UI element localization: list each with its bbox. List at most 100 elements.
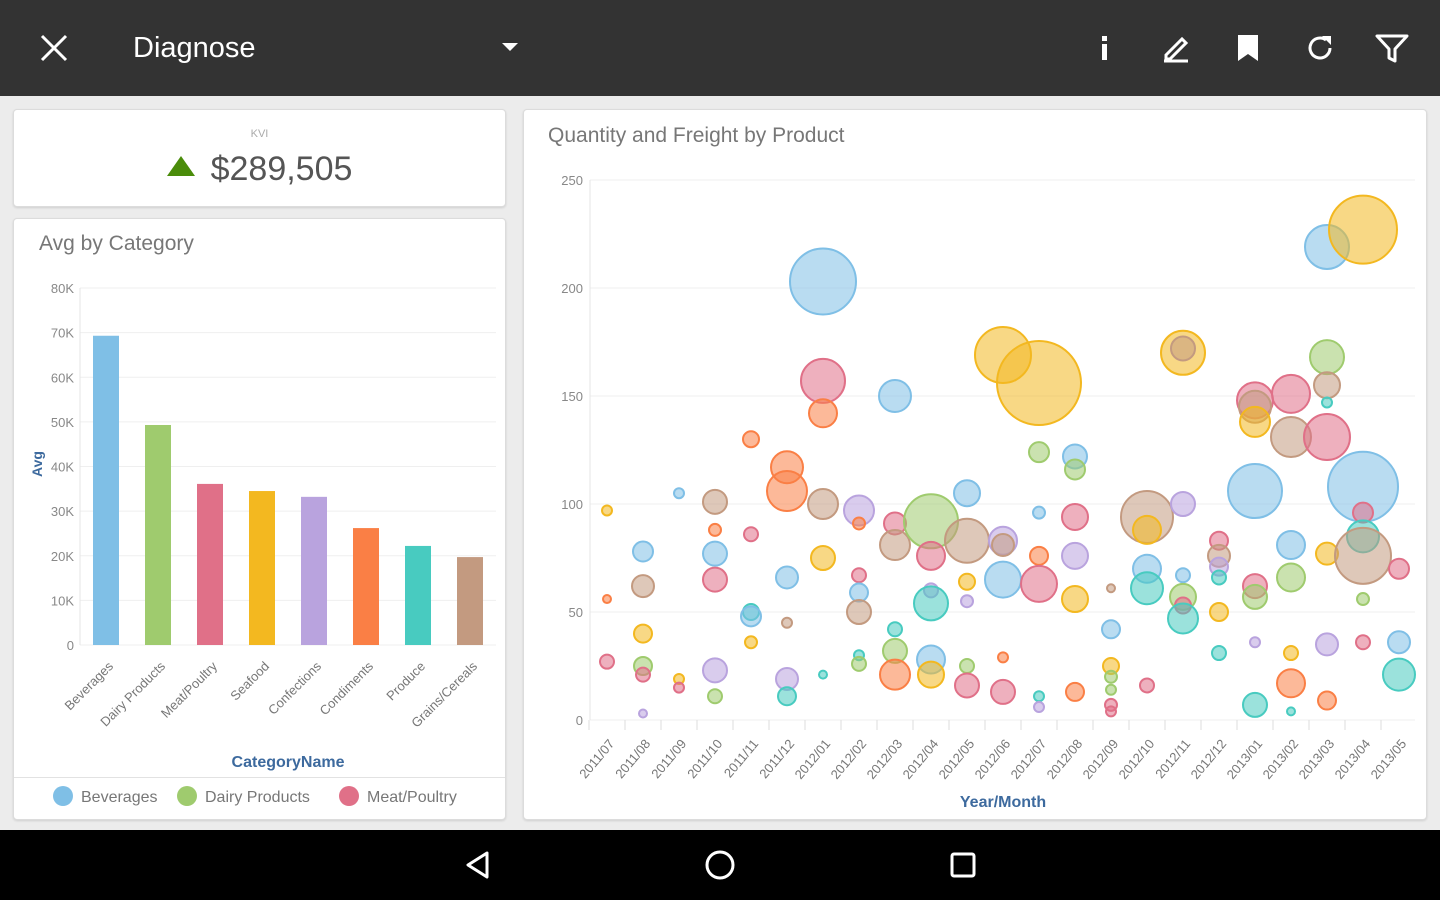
bubble-point[interactable] <box>631 574 655 599</box>
bubble-point[interactable] <box>702 488 728 515</box>
bubble-point[interactable] <box>1105 705 1117 718</box>
bubble-point[interactable] <box>808 398 838 429</box>
bubble-point[interactable] <box>1355 634 1371 651</box>
bar-seafood[interactable] <box>249 491 275 645</box>
bubble-point[interactable] <box>1313 371 1341 400</box>
bubble-point[interactable] <box>879 529 911 562</box>
bubble-point[interactable] <box>1211 569 1227 586</box>
bubble-point[interactable] <box>599 653 615 670</box>
bubble-point[interactable] <box>777 686 797 707</box>
bubble-point[interactable] <box>1227 463 1283 520</box>
bubble-point[interactable] <box>1286 706 1296 717</box>
bubble-point[interactable] <box>1328 194 1398 265</box>
bar-dairy-products[interactable] <box>145 424 171 645</box>
bubble-point[interactable] <box>775 565 799 590</box>
bar-condiments[interactable] <box>353 528 379 645</box>
bubble-point[interactable] <box>702 540 728 567</box>
bubble-point[interactable] <box>1132 514 1162 545</box>
bubble-point[interactable] <box>953 479 981 508</box>
bubble-point[interactable] <box>1033 701 1045 714</box>
bubble-point[interactable] <box>1321 396 1333 409</box>
bubble-point[interactable] <box>807 488 839 520</box>
bubble-point[interactable] <box>638 708 648 719</box>
bubble-point[interactable] <box>1061 585 1089 614</box>
bubble-point[interactable] <box>1101 619 1121 640</box>
bar-confections[interactable] <box>301 496 327 645</box>
bubble-point[interactable] <box>800 357 846 404</box>
bubble-point[interactable] <box>1271 373 1311 414</box>
bubble-point[interactable] <box>673 487 685 500</box>
bubble-point[interactable] <box>1283 645 1299 662</box>
bubble-point[interactable] <box>851 567 867 584</box>
bubble-point[interactable] <box>1242 691 1268 718</box>
bubble-point[interactable] <box>635 666 651 683</box>
bubble-point[interactable] <box>1239 405 1271 438</box>
bar-beverages[interactable] <box>93 335 119 645</box>
bubble-point[interactable] <box>708 522 722 537</box>
recents-icon[interactable] <box>945 847 981 883</box>
bubble-point[interactable] <box>1309 339 1345 376</box>
bar-produce[interactable] <box>405 545 431 645</box>
bubble-point[interactable] <box>958 572 976 591</box>
bubble-point[interactable] <box>1388 557 1410 580</box>
bubble-point[interactable] <box>1315 632 1339 657</box>
bubble-point[interactable] <box>997 651 1009 664</box>
bubble-point[interactable] <box>944 517 990 564</box>
bubble-point[interactable] <box>744 635 758 650</box>
bubble-point[interactable] <box>707 688 723 705</box>
bubble-point[interactable] <box>1061 541 1089 570</box>
home-icon[interactable] <box>702 847 738 883</box>
bubble-point[interactable] <box>917 660 945 689</box>
bar-grains-cereals[interactable] <box>457 557 483 645</box>
bubble-point[interactable] <box>1064 458 1086 481</box>
bubble-point[interactable] <box>742 430 760 449</box>
bubble-point[interactable] <box>632 540 654 563</box>
bubble-point[interactable] <box>702 657 728 684</box>
bubble-point[interactable] <box>991 533 1015 558</box>
bubble-point[interactable] <box>984 560 1022 599</box>
bubble-point[interactable] <box>601 504 613 517</box>
bubble-chart-card[interactable]: Quantity and Freight by Product <box>523 109 1427 820</box>
bubble-point[interactable] <box>1276 530 1306 561</box>
bubble-point[interactable] <box>673 681 685 694</box>
bubble-point[interactable] <box>960 594 974 609</box>
bubble-point[interactable] <box>1387 630 1411 655</box>
bubble-point[interactable] <box>954 672 980 699</box>
bubble-point[interactable] <box>1170 335 1196 362</box>
bubble-point[interactable] <box>887 621 903 638</box>
bubble-point[interactable] <box>1170 491 1196 517</box>
filter-icon[interactable] <box>1374 30 1410 66</box>
bubble-point[interactable] <box>1130 571 1164 606</box>
bubble-point[interactable] <box>602 594 612 605</box>
bubble-point[interactable] <box>1061 502 1089 531</box>
bubble-point[interactable] <box>1028 441 1050 464</box>
bubble-point[interactable] <box>1175 567 1191 584</box>
bubble-point[interactable] <box>1276 562 1306 593</box>
kpi-card[interactable]: KVI $289,505 <box>13 109 506 207</box>
bubble-point[interactable] <box>996 340 1082 427</box>
bubble-point[interactable] <box>1029 545 1049 566</box>
bubble-point[interactable] <box>1065 681 1085 702</box>
bubble-point[interactable] <box>1139 677 1155 694</box>
bubble-point[interactable] <box>913 585 949 622</box>
bubble-point[interactable] <box>959 658 975 674</box>
bubble-point[interactable] <box>633 623 653 644</box>
bubble-point[interactable] <box>990 678 1016 705</box>
bubble-point[interactable] <box>740 605 762 628</box>
bubble-point[interactable] <box>789 247 857 316</box>
bubble-point[interactable] <box>1242 583 1268 610</box>
bubble-point[interactable] <box>916 540 946 571</box>
edit-icon[interactable] <box>1158 30 1194 66</box>
bubble-point[interactable] <box>1105 683 1117 696</box>
bubble-point[interactable] <box>1317 690 1337 711</box>
bubble-point[interactable] <box>1334 526 1392 585</box>
back-icon[interactable] <box>460 847 496 883</box>
bubble-point[interactable] <box>1167 602 1199 635</box>
close-icon[interactable] <box>36 30 72 66</box>
bubble-point[interactable] <box>702 566 728 593</box>
bubble-point[interactable] <box>766 470 808 513</box>
page-title[interactable]: Diagnose <box>133 32 256 64</box>
bar-meat-poultry[interactable] <box>197 483 223 645</box>
refresh-icon[interactable] <box>1302 30 1338 66</box>
info-icon[interactable] <box>1086 30 1122 66</box>
